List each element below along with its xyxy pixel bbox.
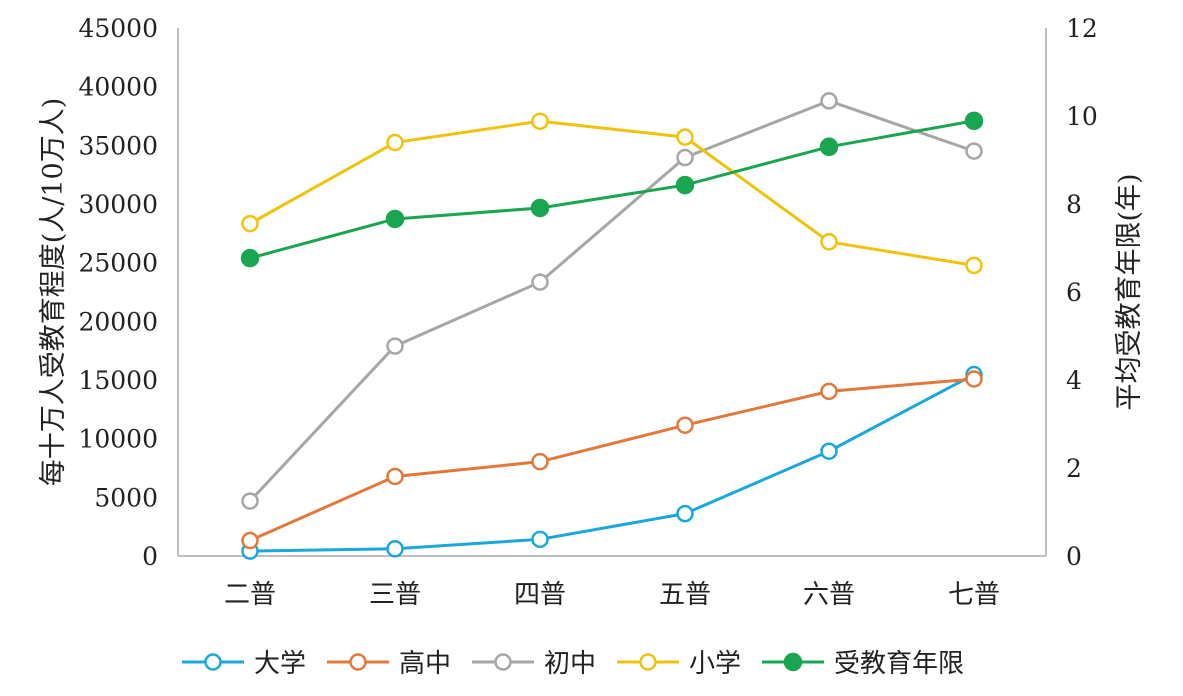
data-point xyxy=(964,111,984,131)
legend-marker xyxy=(783,652,803,672)
legend-item: 受教育年限 xyxy=(762,649,964,679)
y-tick-label: 20000 xyxy=(78,307,158,336)
legend-item: 初中 xyxy=(472,649,596,679)
data-point xyxy=(240,248,260,268)
data-point xyxy=(531,530,549,549)
series-line xyxy=(248,99,975,503)
data-point xyxy=(241,492,259,510)
data-point xyxy=(531,112,549,130)
legend-label: 大学 xyxy=(254,649,306,679)
data-point xyxy=(965,256,983,275)
data-point xyxy=(386,133,404,152)
y-tick-label: 10000 xyxy=(78,425,158,454)
y-tick-label: 40000 xyxy=(78,73,158,102)
y-tick-label: 0 xyxy=(142,542,158,571)
data-point xyxy=(676,416,694,434)
data-point xyxy=(819,137,839,157)
data-point xyxy=(241,214,259,233)
data-point xyxy=(241,531,259,550)
y-tick-label: 45000 xyxy=(78,14,158,43)
data-point xyxy=(386,467,404,486)
y-tick-label: 15000 xyxy=(78,366,158,395)
data-point xyxy=(531,273,549,291)
y-tick-label: 30000 xyxy=(78,190,158,219)
y-tick-label: 5000 xyxy=(94,483,158,512)
series-line xyxy=(249,119,975,260)
y2-tick-label: 8 xyxy=(1066,190,1082,219)
legend-label: 初中 xyxy=(544,649,596,679)
legend-marker xyxy=(349,653,367,671)
y-tick-label: 35000 xyxy=(78,131,158,160)
x-tick-label: 二普 xyxy=(224,580,276,610)
series-小学 xyxy=(241,112,983,275)
data-point xyxy=(676,148,694,167)
data-point xyxy=(531,452,549,471)
series-初中 xyxy=(241,92,983,510)
y2-tick-label: 0 xyxy=(1066,542,1082,571)
legend-item: 高中 xyxy=(327,649,451,679)
series-line xyxy=(249,377,975,542)
y2-tick-label: 12 xyxy=(1066,14,1098,43)
data-point xyxy=(820,233,838,251)
series-line xyxy=(249,119,975,267)
data-point xyxy=(386,337,404,355)
y-tick-label: 25000 xyxy=(78,249,158,278)
legend-marker xyxy=(639,653,657,671)
legend-item: 小学 xyxy=(617,649,741,679)
data-point xyxy=(675,175,695,195)
y2-tick-label: 2 xyxy=(1066,454,1082,483)
x-tick-label: 四普 xyxy=(514,580,566,610)
data-point xyxy=(386,540,404,558)
data-point xyxy=(676,504,694,523)
legend-label: 高中 xyxy=(399,649,451,679)
y2-tick-label: 4 xyxy=(1066,366,1082,395)
legend-label: 受教育年限 xyxy=(834,649,964,679)
data-point xyxy=(820,382,838,401)
series-大学 xyxy=(241,365,983,560)
data-point xyxy=(965,142,983,160)
data-point xyxy=(676,128,694,146)
y2-tick-label: 10 xyxy=(1066,102,1098,131)
x-tick-label: 三普 xyxy=(369,580,421,610)
series-受教育年限 xyxy=(240,111,984,268)
y2-tick-label: 6 xyxy=(1066,278,1082,307)
legend-label: 小学 xyxy=(689,649,741,679)
y-axis-label: 每十万人受教育程度(人/10万人) xyxy=(38,98,69,487)
data-point xyxy=(965,370,983,388)
data-point xyxy=(820,442,838,460)
legend-marker xyxy=(494,653,512,671)
data-point xyxy=(530,198,550,218)
legend-marker xyxy=(204,653,222,671)
x-tick-label: 六普 xyxy=(803,580,855,610)
legend-item: 大学 xyxy=(182,649,306,679)
x-tick-label: 五普 xyxy=(659,580,711,610)
y2-axis-label: 平均受教育年限(年) xyxy=(1114,173,1145,410)
data-point xyxy=(385,209,405,229)
series-高中 xyxy=(241,370,983,550)
series-line xyxy=(249,373,975,553)
x-tick-label: 七普 xyxy=(948,580,1000,610)
data-point xyxy=(820,92,838,110)
